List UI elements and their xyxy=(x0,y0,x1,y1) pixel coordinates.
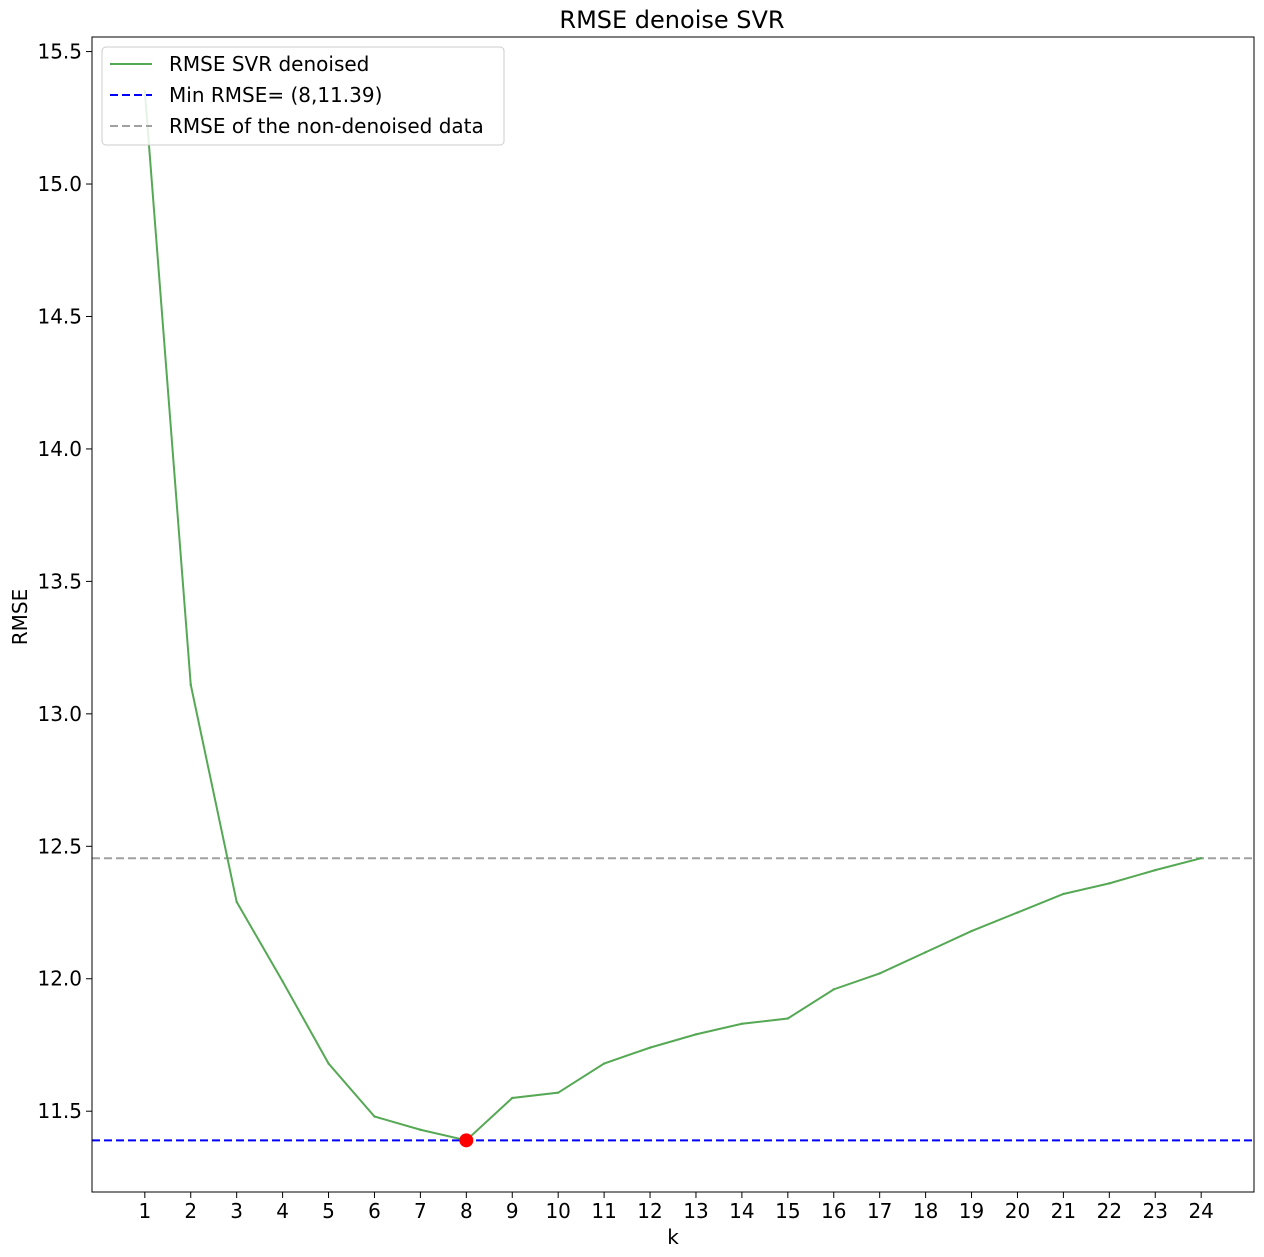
y-tick-label: 15.5 xyxy=(37,40,82,64)
data-point xyxy=(1154,868,1157,872)
x-tick-label: 4 xyxy=(276,1199,289,1223)
data-point xyxy=(556,1091,560,1094)
x-tick-label: 16 xyxy=(821,1199,846,1223)
x-tick-label: 13 xyxy=(683,1199,708,1223)
chart-title: RMSE denoise SVR xyxy=(559,6,784,34)
y-tick-label: 14.0 xyxy=(37,437,82,461)
data-point xyxy=(327,1062,330,1065)
data-point xyxy=(1062,892,1065,896)
x-tick-label: 23 xyxy=(1143,1199,1168,1223)
x-tick-label: 1 xyxy=(138,1199,151,1223)
data-point xyxy=(602,1062,606,1065)
x-tick-label: 6 xyxy=(368,1199,381,1223)
y-tick-label: 12.0 xyxy=(37,967,82,991)
x-tick-label: 20 xyxy=(1005,1199,1030,1223)
x-tick-label: 19 xyxy=(959,1199,984,1223)
y-axis: 11.5 12.0 12.5 13.0 13.5 14.0 14.5 15.0 15.5 xyxy=(37,40,92,1123)
min-point-marker xyxy=(459,1133,474,1148)
data-point xyxy=(786,1017,790,1020)
data-point xyxy=(694,1033,698,1036)
x-axis-label: k xyxy=(667,1225,679,1249)
data-point xyxy=(511,1096,514,1100)
x-tick-label: 7 xyxy=(414,1199,427,1223)
data-point xyxy=(878,972,881,975)
y-tick-label: 13.5 xyxy=(37,569,82,593)
x-tick-label: 18 xyxy=(913,1199,938,1223)
x-tick-label: 2 xyxy=(184,1199,197,1223)
y-axis-label: RMSE xyxy=(8,589,32,645)
legend-box xyxy=(101,46,505,146)
x-tick-label: 5 xyxy=(322,1199,335,1223)
y-tick-label: 11.5 xyxy=(37,1099,82,1123)
data-point xyxy=(924,951,927,954)
data-point xyxy=(832,988,835,991)
x-tick-label: 15 xyxy=(775,1199,800,1223)
data-point xyxy=(648,1046,652,1049)
x-tick-label: 17 xyxy=(867,1199,892,1223)
x-tick-label: 14 xyxy=(729,1199,754,1223)
x-tick-label: 8 xyxy=(460,1199,473,1223)
x-tick-label: 3 xyxy=(230,1199,243,1223)
data-point xyxy=(373,1115,376,1118)
data-point xyxy=(1016,911,1019,914)
x-tick-label: 12 xyxy=(637,1199,662,1223)
data-point xyxy=(235,900,238,904)
series-line-rmse-svr-denoised xyxy=(143,91,1202,1142)
x-tick-label: 11 xyxy=(591,1199,616,1223)
plot-frame xyxy=(91,36,1255,1193)
data-point xyxy=(189,683,192,686)
legend-label-non-denoised: RMSE of the non-denoised data xyxy=(169,114,484,138)
data-point xyxy=(419,1128,422,1131)
legend-label-rmse-svr-denoised: RMSE SVR denoised xyxy=(169,52,369,76)
data-point xyxy=(740,1022,744,1025)
data-point xyxy=(1108,882,1111,885)
x-tick-label: 24 xyxy=(1188,1199,1213,1223)
y-tick-label: 14.5 xyxy=(37,304,82,328)
y-tick-label: 15.0 xyxy=(37,172,82,196)
x-tick-label: 9 xyxy=(506,1199,519,1223)
legend: RMSE SVR denoised Min RMSE= (8,11.39) RMSE… xyxy=(101,46,505,146)
x-tick-label: 21 xyxy=(1051,1199,1076,1223)
plot-area xyxy=(92,90,1254,1148)
y-tick-label: 13.0 xyxy=(37,702,82,726)
x-axis: 1 2 3 4 5 6 7 8 9 10 11 12 13 14 15 16 17 18 19 20 21 22 23 24 xyxy=(138,1192,1214,1223)
data-point xyxy=(281,980,284,983)
x-tick-label: 10 xyxy=(545,1199,570,1223)
data-point xyxy=(1199,857,1203,860)
x-tick-label: 22 xyxy=(1097,1199,1122,1223)
y-tick-label: 12.5 xyxy=(37,834,82,858)
legend-label-min-rmse: Min RMSE= (8,11.39) xyxy=(169,83,382,107)
data-point xyxy=(970,929,973,933)
